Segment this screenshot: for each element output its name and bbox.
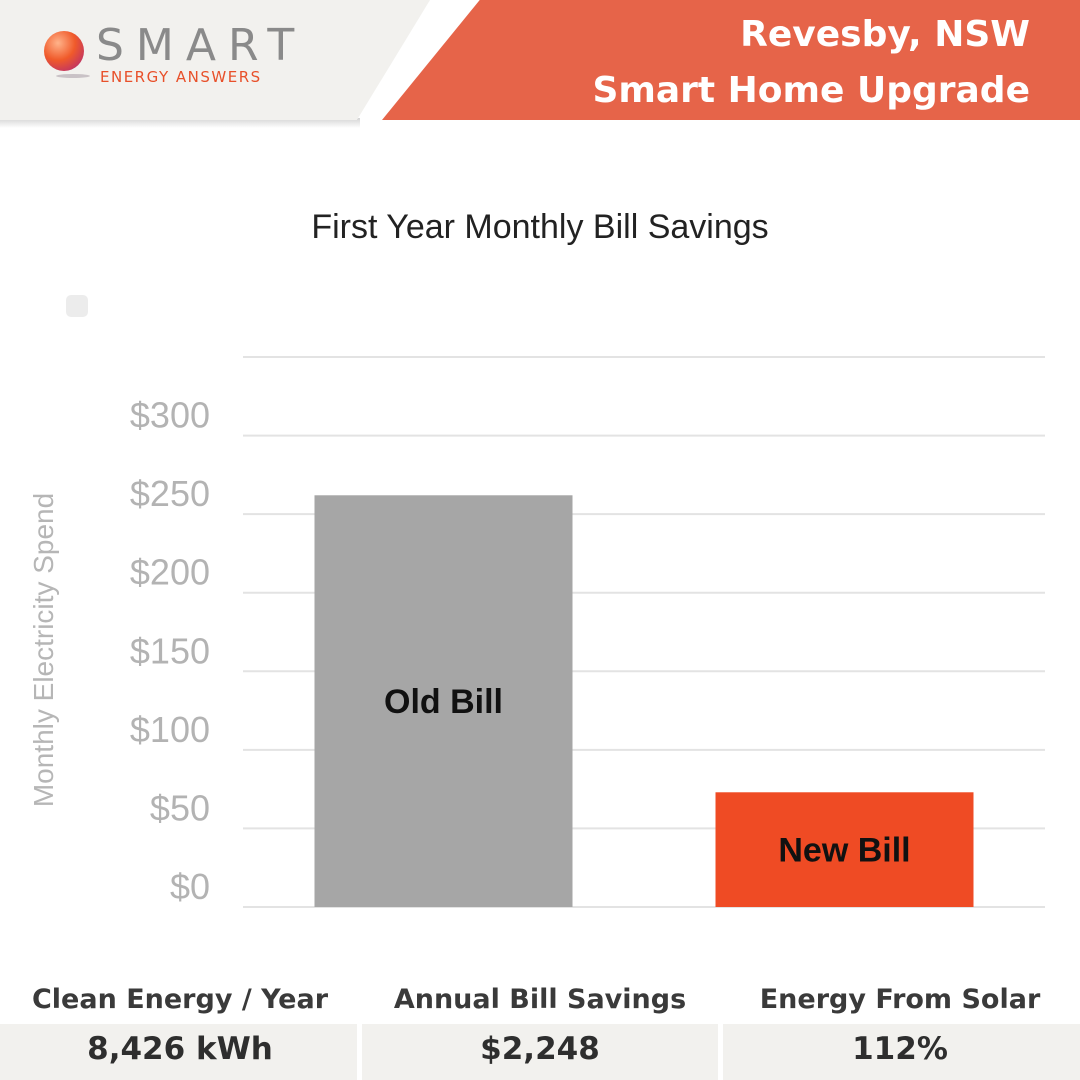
stat-value-bill-savings: $2,248	[480, 1031, 600, 1067]
stat-box-bill-savings	[362, 1024, 718, 1080]
y-tick-label: $50	[150, 787, 210, 828]
logo-orb-icon	[44, 31, 84, 71]
logo-panel-shadow	[0, 118, 360, 128]
logo-wordmark: SMART	[96, 20, 307, 71]
stat-label-bill-savings: Annual Bill Savings	[393, 984, 687, 1015]
stat-label-solar: Energy From Solar	[759, 984, 1041, 1015]
stat-value-solar: 112%	[852, 1031, 948, 1067]
logo-swoosh-icon	[56, 74, 90, 78]
bar-label: Old Bill	[384, 683, 503, 721]
y-tick-label: $200	[130, 552, 210, 593]
y-tick-label: $100	[130, 709, 210, 750]
title-banner	[382, 0, 1080, 120]
legend-swatch	[66, 295, 88, 317]
bar-label: New Bill	[778, 832, 910, 870]
bar-old-bill	[314, 495, 573, 907]
stat-box-clean-energy	[0, 1024, 357, 1080]
bar-new-bill	[715, 792, 974, 907]
stat-box-solar	[723, 1024, 1080, 1080]
chart-title: First Year Monthly Bill Savings	[311, 208, 769, 246]
stat-label-clean-energy: Clean Energy / Year	[31, 984, 329, 1015]
stat-value-clean-energy: 8,426 kWh	[87, 1031, 273, 1067]
location-title: Revesby, NSW	[740, 14, 1030, 55]
y-tick-label: $0	[170, 866, 210, 907]
project-title: Smart Home Upgrade	[592, 70, 1030, 111]
y-tick-label: $300	[130, 395, 210, 436]
logo-tagline: ENERGY ANSWERS	[100, 68, 262, 86]
y-tick-label: $250	[130, 473, 210, 514]
y-tick-label: $150	[130, 630, 210, 671]
